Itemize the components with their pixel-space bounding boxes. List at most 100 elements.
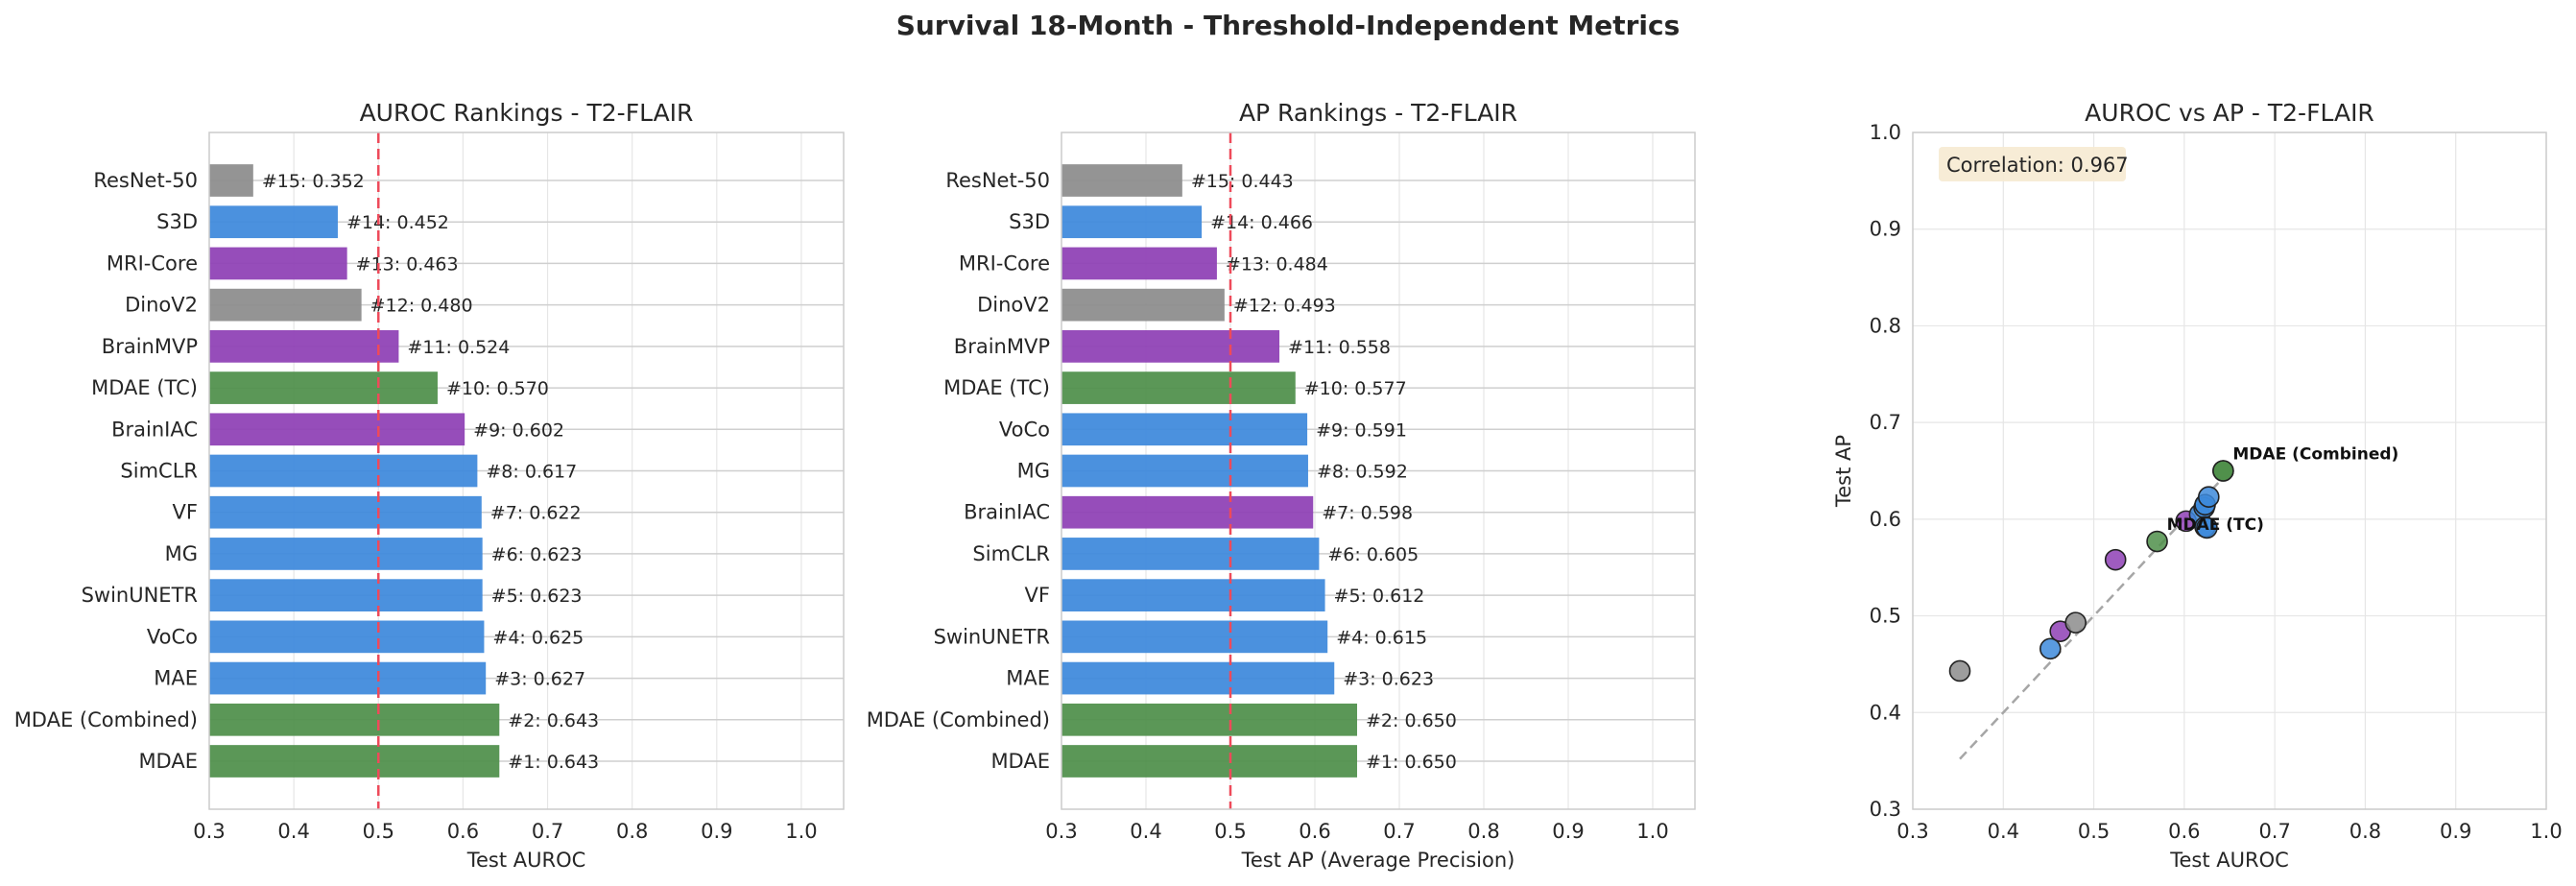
bar xyxy=(209,247,347,280)
bar xyxy=(209,288,362,322)
y-tick-label: BrainMVP xyxy=(102,335,198,358)
y-tick-label: SwinUNETR xyxy=(82,584,198,607)
x-tick-label: 0.6 xyxy=(447,820,479,843)
plot-frame xyxy=(208,132,845,810)
y-tick-label: DinoV2 xyxy=(125,294,198,317)
x-tick-label: 1.0 xyxy=(1636,820,1668,843)
x-tick-label: 0.4 xyxy=(277,820,309,843)
panel-title: AUROC vs AP - T2-FLAIR xyxy=(2085,99,2374,127)
x-tick-label: 1.0 xyxy=(2530,820,2562,843)
bar xyxy=(1061,454,1308,488)
scatter-point-mdae-tc xyxy=(2146,530,2168,553)
x-tick-label: 0.3 xyxy=(1045,820,1077,843)
bar-value-label: #8: 0.617 xyxy=(486,462,577,483)
bar xyxy=(1061,745,1357,778)
point-annotation: MDAE (Combined) xyxy=(2232,445,2398,465)
bar-value-label: #10: 0.570 xyxy=(446,378,549,399)
x-tick-label: 0.8 xyxy=(616,820,648,843)
y-tick-label: S3D xyxy=(156,210,198,233)
y-tick-label: MRI-Core xyxy=(107,251,198,275)
y-tick-label: SimCLR xyxy=(972,542,1050,565)
point-annotation: MDAE (TC) xyxy=(2167,515,2264,535)
y-tick-label: BrainMVP xyxy=(954,335,1050,358)
bar-value-label: #11: 0.524 xyxy=(407,337,510,358)
bar xyxy=(1061,164,1182,197)
x-tick-label: 0.8 xyxy=(1467,820,1499,843)
bar-value-label: #3: 0.623 xyxy=(1343,669,1434,690)
x-tick-label: 0.7 xyxy=(1383,820,1415,843)
x-axis-label: Test AUROC xyxy=(466,849,586,872)
y-tick-label: SimCLR xyxy=(120,460,198,483)
bar-value-label: #12: 0.480 xyxy=(370,296,473,317)
bar-value-label: #4: 0.625 xyxy=(492,627,584,648)
bar xyxy=(1061,413,1308,446)
auroc-vs-ap-scatter-panel: 0.3 0.4 0.5 0.6 0.7 0.8 0.9 1.0 0.3 0.4 0.5 0.6 0.7 0… xyxy=(1832,99,2563,872)
x-tick-label: 0.4 xyxy=(1988,820,2019,843)
y-tick-label: MAE xyxy=(1006,667,1050,690)
plot-frame xyxy=(1061,132,1696,810)
y-tick-label: 0.3 xyxy=(1870,798,1901,821)
x-tick-label: 0.7 xyxy=(532,820,563,843)
x-tick-label: 0.5 xyxy=(1214,820,1246,843)
y-tick-label: MG xyxy=(1017,460,1050,483)
bar xyxy=(1061,495,1314,529)
bar xyxy=(1061,330,1280,363)
bar xyxy=(209,703,500,736)
scatter-point-voco xyxy=(2196,516,2218,539)
bar xyxy=(209,661,487,695)
plot-frame xyxy=(1912,132,2547,810)
scatter-point-dinov2 xyxy=(2064,611,2087,634)
y-tick-label: BrainIAC xyxy=(111,418,198,441)
x-tick-label: 0.3 xyxy=(193,820,225,843)
x-tick-label: 0.8 xyxy=(2349,820,2381,843)
bar-value-label: #15: 0.352 xyxy=(262,171,365,192)
bar-value-label: #8: 0.592 xyxy=(1317,462,1408,483)
bar xyxy=(1061,205,1203,239)
x-tick-label: 0.6 xyxy=(1299,820,1330,843)
y-axis-label: Test AP xyxy=(1832,435,1855,508)
bar xyxy=(209,371,438,404)
x-tick-label: 0.5 xyxy=(2078,820,2110,843)
y-tick-label: MRI-Core xyxy=(959,251,1050,275)
y-tick-label: MDAE xyxy=(990,750,1050,773)
bar-value-label: #13: 0.484 xyxy=(1226,253,1328,275)
bar xyxy=(209,413,465,446)
correlation-text: Correlation: 0.967 xyxy=(1946,154,2129,177)
bar xyxy=(209,538,483,570)
bar xyxy=(1061,371,1296,404)
bar-value-label: #4: 0.615 xyxy=(1336,627,1427,648)
bar-value-label: #9: 0.602 xyxy=(473,419,564,441)
bar-value-label: #7: 0.598 xyxy=(1322,503,1413,524)
trend-line xyxy=(1959,476,2225,760)
bar xyxy=(209,620,485,654)
scatter-point-resnet-50 xyxy=(1948,659,1971,682)
y-tick-label: SwinUNETR xyxy=(934,625,1050,648)
scatter-point-mae xyxy=(2198,486,2220,508)
bar xyxy=(1061,288,1225,322)
y-tick-label: 1.0 xyxy=(1870,121,1901,144)
bar-value-label: #2: 0.650 xyxy=(1366,710,1457,731)
x-tick-label: 0.3 xyxy=(1896,820,1928,843)
bar xyxy=(209,454,478,488)
x-tick-label: 0.6 xyxy=(2168,820,2200,843)
y-tick-label: 0.4 xyxy=(1870,701,1901,724)
bar-value-label: #1: 0.643 xyxy=(508,752,599,773)
bar-value-label: #6: 0.605 xyxy=(1327,544,1419,565)
x-tick-label: 1.0 xyxy=(785,820,817,843)
bar-value-label: #1: 0.650 xyxy=(1366,752,1457,773)
y-tick-label: MAE xyxy=(154,667,198,690)
bar xyxy=(1061,703,1357,736)
y-tick-label: VF xyxy=(173,501,198,524)
bar xyxy=(209,745,500,778)
bar-value-label: #13: 0.463 xyxy=(356,253,459,275)
x-axis-label: Test AP (Average Precision) xyxy=(1241,849,1515,872)
y-tick-label: MG xyxy=(165,542,198,565)
y-tick-label: VF xyxy=(1025,584,1050,607)
y-tick-label: BrainIAC xyxy=(964,501,1050,524)
y-tick-label: MDAE (TC) xyxy=(91,376,198,399)
bar xyxy=(1061,538,1320,570)
scatter-point-mdae xyxy=(2212,460,2234,482)
bar xyxy=(1061,620,1328,654)
bar-value-label: #5: 0.623 xyxy=(491,586,583,607)
